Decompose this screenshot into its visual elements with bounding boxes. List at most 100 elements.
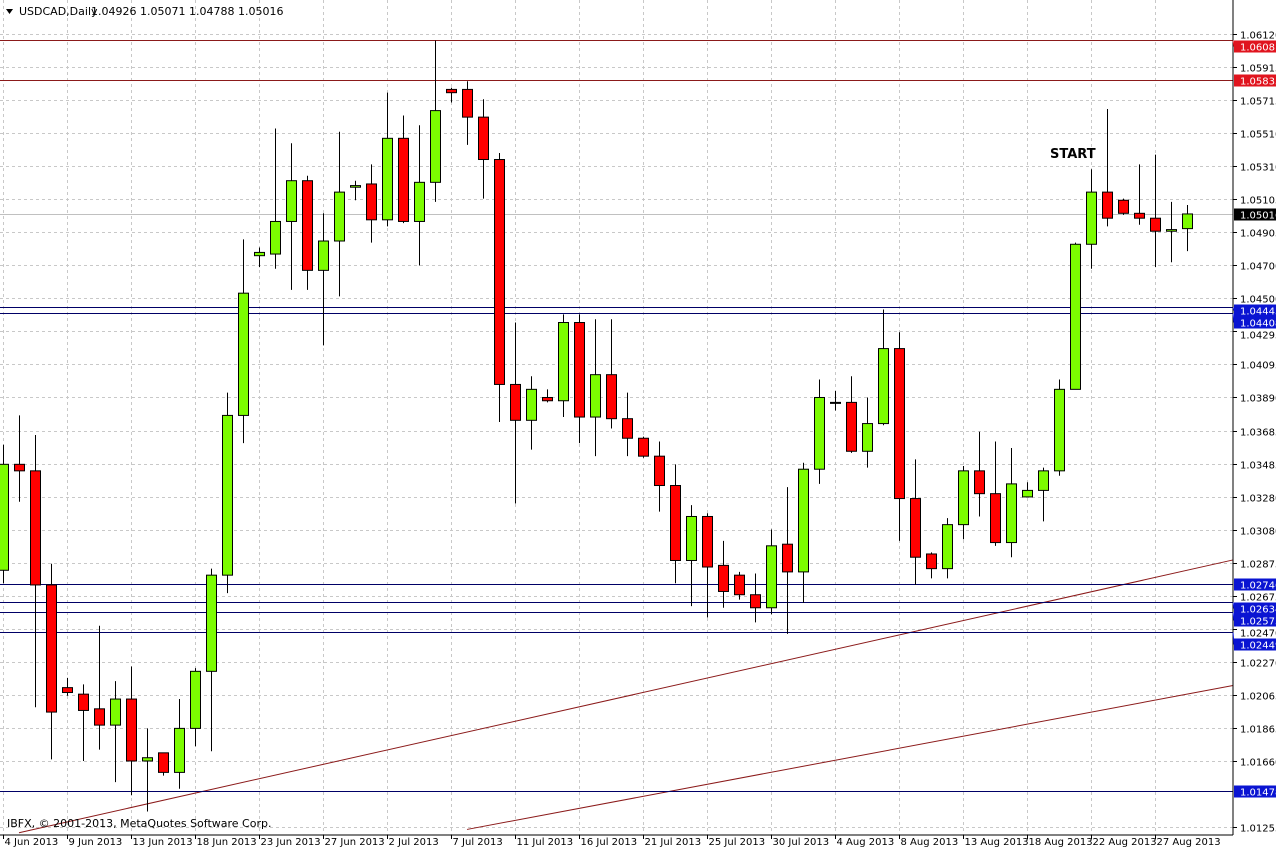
- candle: [782, 487, 793, 634]
- bull-candle-body: [814, 396, 825, 470]
- bear-candle-body: [494, 159, 505, 385]
- bear-candle-body: [542, 396, 553, 402]
- bull-candle-body: [382, 137, 393, 221]
- y-tick-label: 1.04700: [1240, 262, 1276, 273]
- candle: [958, 465, 969, 540]
- candle: [174, 699, 185, 789]
- candle: [1118, 198, 1129, 215]
- candle: [926, 552, 937, 579]
- x-tick-label: 23 Jun 2013: [261, 837, 321, 848]
- y-tick-label: 1.05510: [1240, 130, 1276, 141]
- bear-candle-body: [734, 574, 745, 596]
- bear-candle-body: [670, 485, 681, 561]
- candle: [846, 376, 857, 453]
- bear-candle-body: [606, 374, 617, 420]
- x-tick-label: 9 Jun 2013: [69, 837, 123, 848]
- bear-candle-body: [78, 693, 89, 711]
- bull-candle-body: [942, 524, 953, 570]
- x-tick-label: 30 Jul 2013: [773, 837, 830, 848]
- candle: [334, 131, 345, 297]
- x-tick-label: 18 Jun 2013: [197, 837, 257, 848]
- candle: [478, 99, 489, 199]
- bull-candle-body: [798, 468, 809, 573]
- y-tick-label: 1.02270: [1240, 659, 1276, 670]
- bull-candle-body: [1022, 489, 1033, 498]
- dropdown-triangle-icon[interactable]: [6, 9, 13, 14]
- bull-candle-body: [222, 414, 233, 576]
- candle: [654, 441, 665, 512]
- y-tick-label: 1.03890: [1240, 394, 1276, 405]
- y-tick-label: 1.02470: [1240, 629, 1276, 640]
- x-tick-label: 22 Aug 2013: [1093, 837, 1157, 848]
- level-label-box: [1234, 638, 1276, 651]
- x-tick-label: 18 Aug 2013: [1029, 837, 1093, 848]
- candle: [1150, 154, 1161, 268]
- symbol-label: USDCAD,Daily: [19, 5, 98, 18]
- candle: [0, 444, 9, 584]
- candle: [1182, 204, 1193, 252]
- y-tick-label: 1.04295: [1240, 331, 1276, 342]
- level-label: 1.02573: [1240, 617, 1276, 628]
- x-tick-label: 2 Jul 2013: [389, 837, 439, 848]
- candle: [510, 322, 521, 504]
- candle: [94, 625, 105, 750]
- x-tick-label: 13 Aug 2013: [965, 837, 1029, 848]
- y-tick-label: 1.05310: [1240, 163, 1276, 174]
- y-tick-label: 1.01660: [1240, 758, 1276, 769]
- bear-candle-body: [446, 88, 457, 94]
- candle: [702, 513, 713, 618]
- time-axis[interactable]: 4 Jun 2013 9 Jun 2013 13 Jun 2013 18 Jun 20…: [3, 835, 1221, 848]
- price-axis[interactable]: 1.06120 1.05915 1.05715 1.05510 1.05310 1.051…: [1233, 31, 1276, 835]
- y-tick-label: 1.05715: [1240, 97, 1276, 108]
- candle: [398, 115, 409, 224]
- label-leader: [1232, 40, 1235, 47]
- candle: [1086, 169, 1097, 269]
- candle: [990, 441, 1001, 546]
- bull-candle-body: [334, 191, 345, 242]
- level-label: 1.02634: [1240, 605, 1276, 616]
- candle: [270, 128, 281, 269]
- bear-candle-body: [62, 687, 73, 694]
- bear-candle-body: [974, 470, 985, 495]
- bear-candle-body: [398, 137, 409, 222]
- y-tick-label: 1.03080: [1240, 527, 1276, 538]
- start-annotation: START: [1050, 147, 1096, 162]
- candle: [750, 573, 761, 623]
- candle: [350, 180, 361, 201]
- level-label: 1.02746: [1240, 581, 1276, 592]
- bear-candle-body: [46, 584, 57, 713]
- x-tick-label: 4 Aug 2013: [837, 837, 895, 848]
- y-tick-label: 1.05105: [1240, 196, 1276, 207]
- x-tick-label: 4 Jun 2013: [5, 837, 59, 848]
- bull-candle-body: [766, 545, 777, 609]
- bear-candle-body: [990, 493, 1001, 544]
- current-price-label-box: [1234, 208, 1276, 221]
- bear-candle-body: [1118, 199, 1129, 214]
- level-label-box: [1234, 74, 1276, 87]
- candle: [974, 431, 985, 517]
- candle: [718, 540, 729, 608]
- level-label-box: [1234, 785, 1276, 798]
- candle: [1166, 201, 1177, 263]
- x-tick-label: 27 Jun 2013: [325, 837, 385, 848]
- y-tick-label: 1.02675: [1240, 593, 1276, 604]
- candle: [1006, 448, 1017, 558]
- bear-candle-body: [782, 543, 793, 573]
- candle: [558, 314, 569, 418]
- bull-candle-body: [686, 515, 697, 561]
- x-tick-label: 13 Jun 2013: [133, 837, 193, 848]
- bull-candle-body: [270, 220, 281, 255]
- bull-candle-body: [1182, 213, 1193, 230]
- bull-candle-body: [430, 110, 441, 183]
- bull-candle-body: [350, 185, 361, 188]
- candle: [110, 681, 121, 783]
- candle: [78, 684, 89, 761]
- bull-candle-body: [1054, 388, 1065, 472]
- candle: [446, 87, 457, 103]
- bull-candle-body: [1006, 483, 1017, 544]
- bear-candle-body: [94, 708, 105, 726]
- y-tick-label: 1.02065: [1240, 692, 1276, 703]
- candle: [1102, 108, 1113, 227]
- label-leader: [1232, 313, 1235, 323]
